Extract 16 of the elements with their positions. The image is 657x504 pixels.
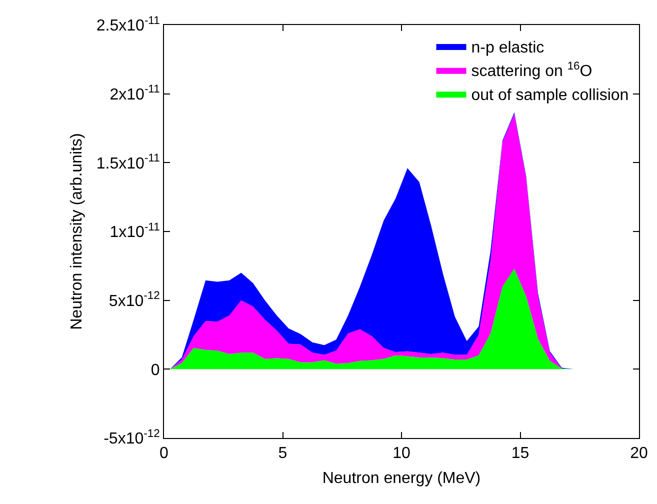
legend-label: out of sample collision [471,86,629,104]
y-tick-label: 1x10$^{-11}$ [110,221,160,242]
x-tick-label: 20 [630,445,648,462]
x-tick-label: 5 [278,445,288,462]
y-tick-label: 1.5x10$^{-11}$ [96,152,160,172]
x-axis-title: Neutron energy (MeV) [322,470,481,487]
y-tick-label: -5x10$^{-12}$ [104,428,160,448]
y-axis-title: Neutron intensity (arb.units) [68,133,86,330]
y-tick-label: 2.5x10$^{-11}$ [96,14,160,35]
legend-label: n-p elastic [471,39,544,56]
legend-label: scattering on $^{16}$O [471,60,592,80]
y-tick-label: 0 [150,362,160,379]
y-tick-label: 2x10$^{-11}$ [110,84,160,104]
x-tick-label: 10 [392,445,410,462]
x-tick-label: 15 [511,445,530,462]
y-tick-label: 5x10$^{-12}$ [108,290,160,310]
